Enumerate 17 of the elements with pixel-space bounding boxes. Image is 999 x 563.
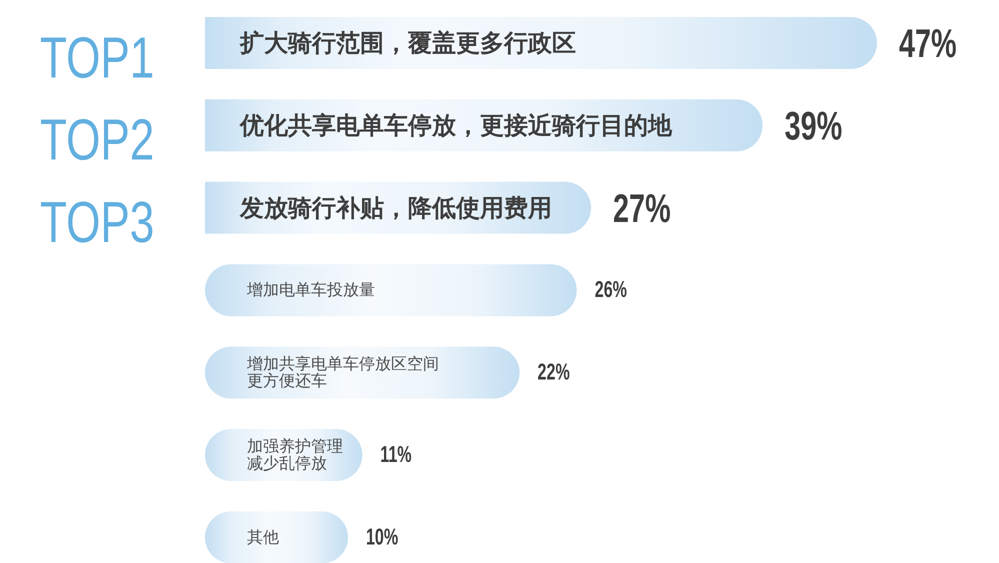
value-label: 27% [613, 186, 671, 232]
category-label: 增加电单车投放量 [247, 282, 375, 299]
annotation: TOP2 [40, 106, 154, 172]
value-label: 47% [899, 22, 957, 66]
category-label: 加强养护管理减少乱停放 [247, 438, 343, 472]
value-label: 11% [380, 442, 412, 468]
category-label: 其他 [247, 528, 279, 546]
value-label: 22% [538, 360, 570, 386]
category-label: 优化共享电单车停放，更接近骑行目的地 [240, 112, 672, 139]
category-label: 扩大骑行范围，覆盖更多行政区 [240, 30, 576, 56]
annotation: TOP3 [40, 189, 154, 254]
value-label: 26% [594, 277, 627, 303]
category-label: 增加共享电单车停放区空间更方便还车 [247, 355, 439, 390]
category-label: 发放骑行补贴，降低使用费用 [240, 194, 552, 222]
value-label: 39% [784, 104, 842, 149]
annotation: TOP1 [40, 24, 154, 90]
value-label: 10% [366, 524, 398, 550]
